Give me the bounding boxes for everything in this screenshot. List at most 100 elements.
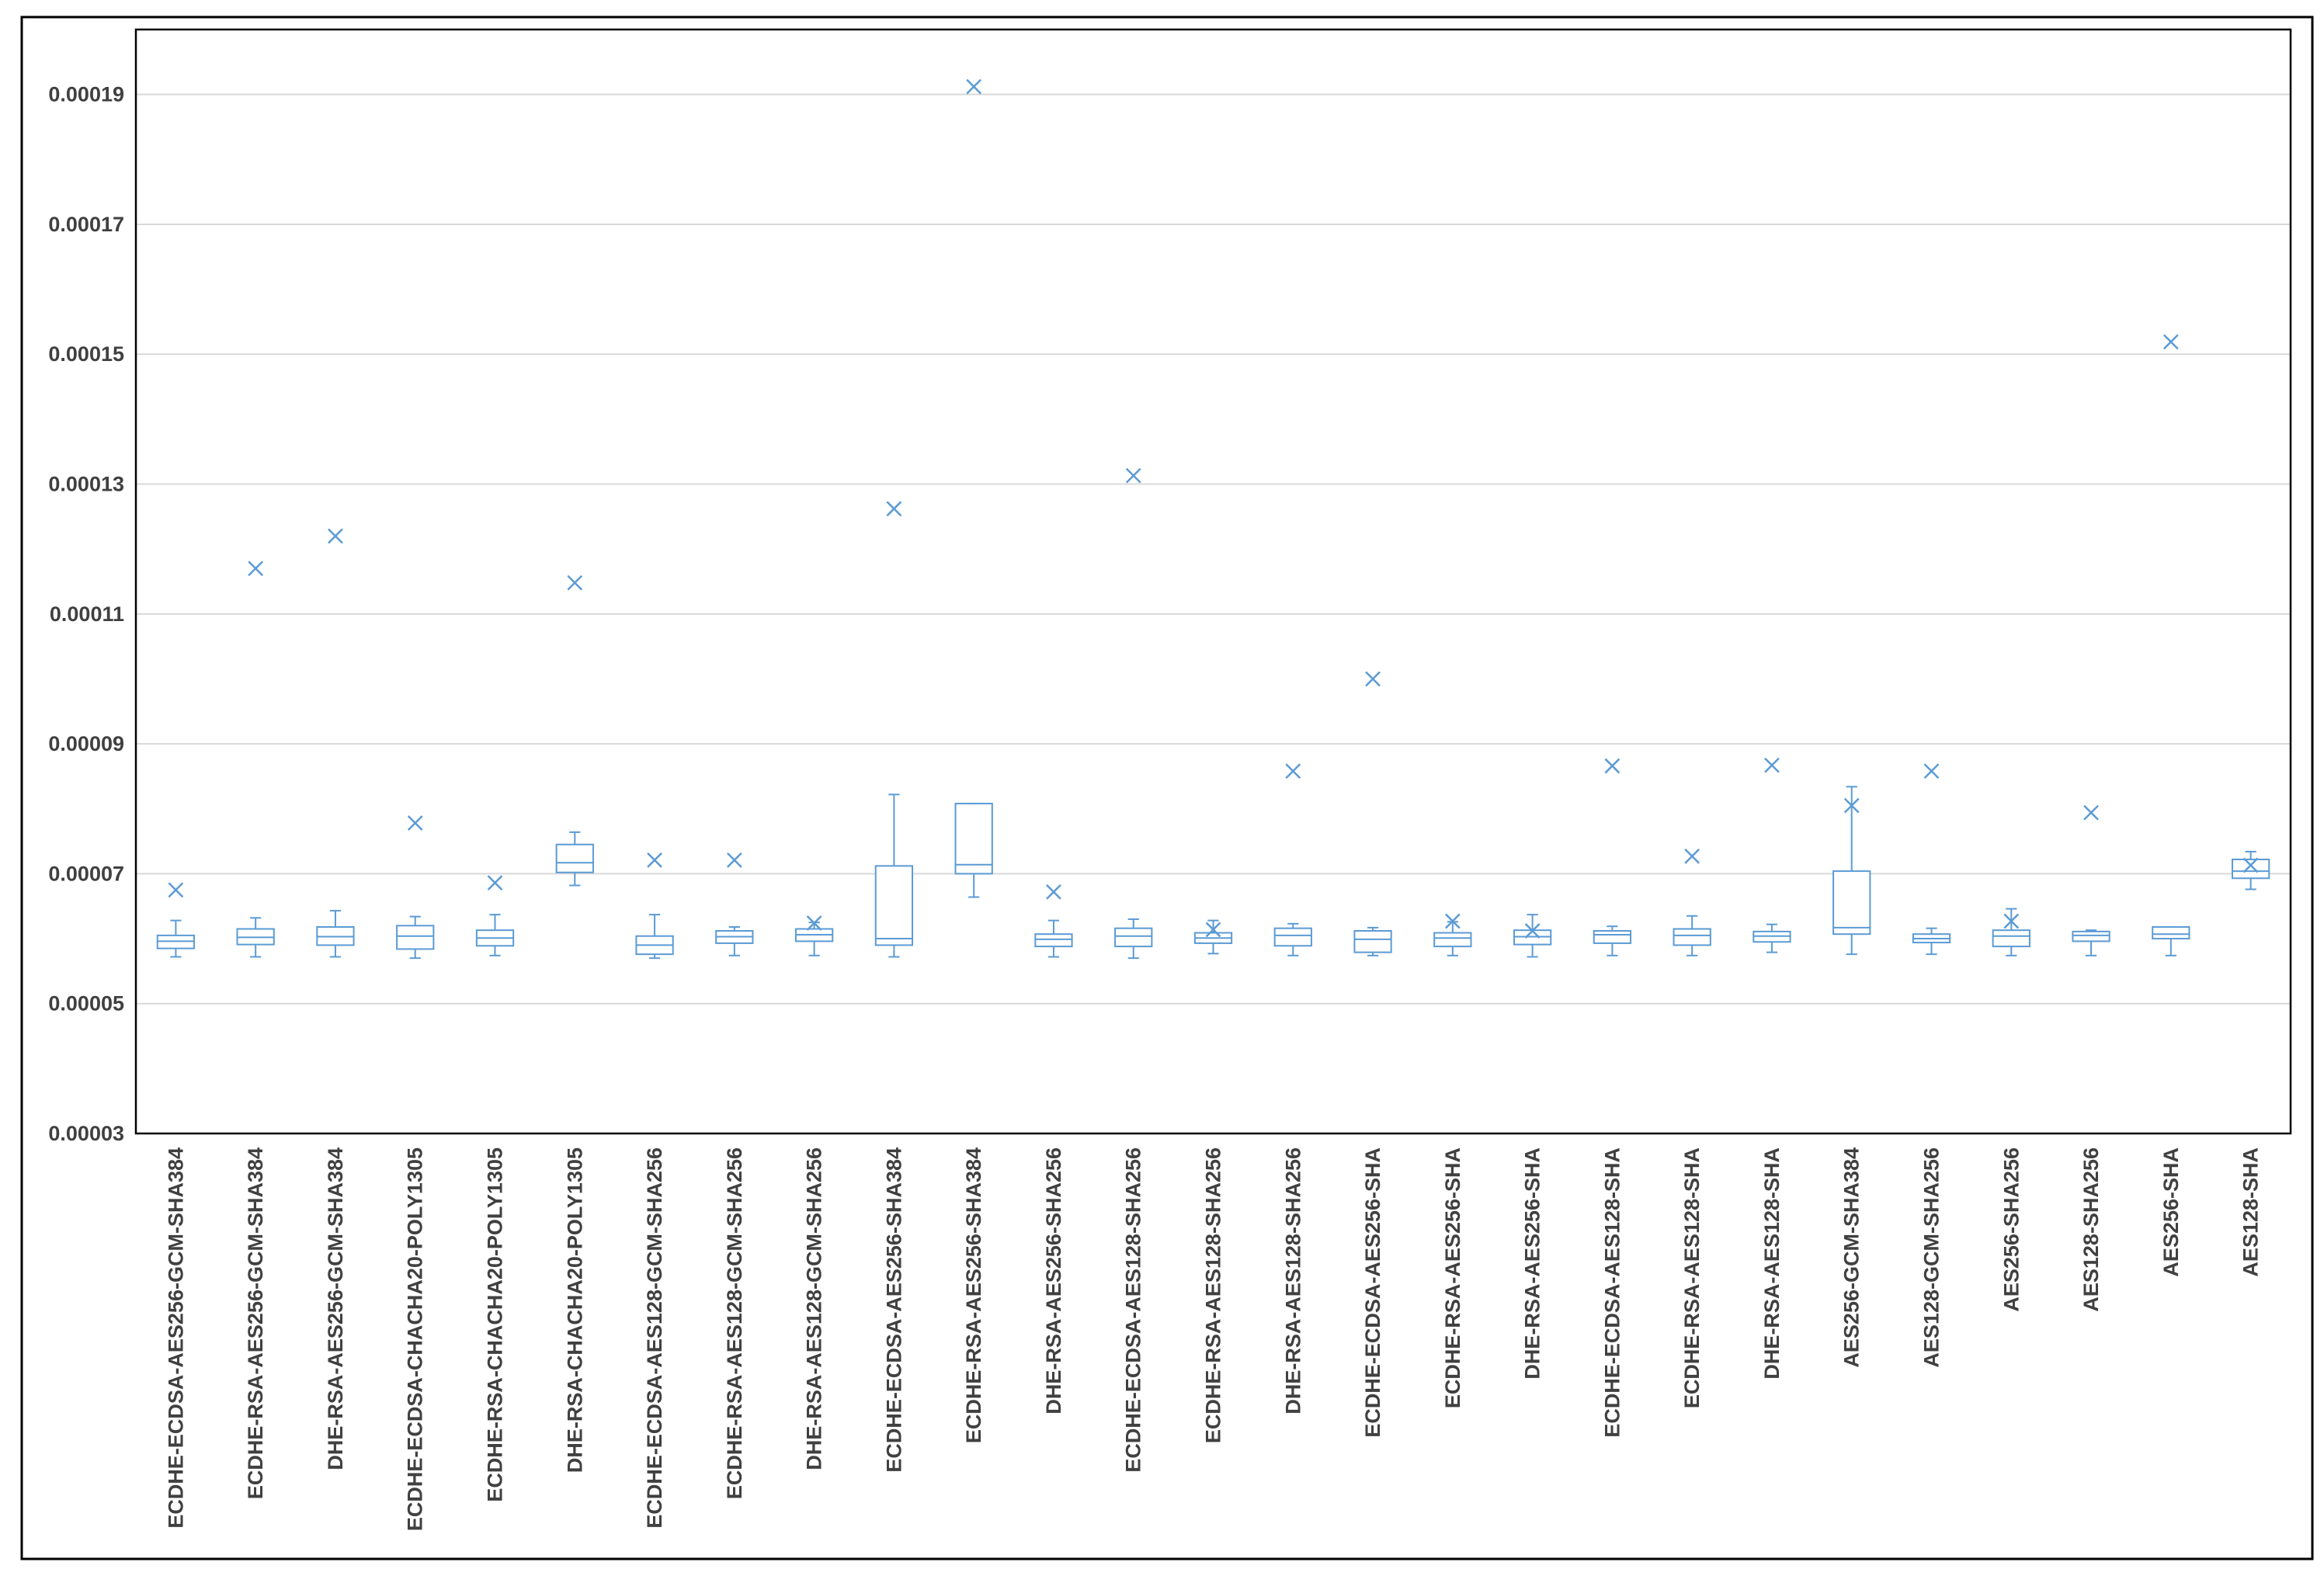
x-category-label: ECDHE-RSA-AES128-SHA <box>1680 1147 1704 1408</box>
iqr-box <box>1992 929 2030 948</box>
box-plot-item <box>1193 919 1233 955</box>
iqr-box <box>555 843 594 873</box>
iqr-box <box>1673 928 1711 946</box>
mean-marker <box>248 561 264 577</box>
y-tick-label: 0.00015 <box>48 342 124 366</box>
box-plot-item <box>2231 850 2270 890</box>
mean-marker <box>487 875 503 891</box>
iqr-box <box>2231 859 2270 880</box>
x-category-label: DHE-RSA-AES256-SHA256 <box>1042 1147 1065 1415</box>
x-category-label: AES256-SHA <box>2159 1147 2183 1277</box>
y-tick-label: 0.00009 <box>48 732 124 755</box>
x-category-label: DHE-RSA-AES128-SHA256 <box>1281 1147 1304 1415</box>
box-plot-item <box>156 882 196 958</box>
mean-marker <box>1923 763 1940 779</box>
x-category-label: DHE-RSA-AES128-SHA <box>1760 1147 1784 1380</box>
box-plot-item <box>1753 757 1791 953</box>
mean-marker <box>168 882 184 898</box>
mean-marker <box>1046 883 1061 900</box>
box-plot-item <box>1593 758 1632 956</box>
mean-marker <box>2083 804 2099 821</box>
iqr-box <box>1034 933 1073 948</box>
y-axis-tick-labels: 0.00003 0.00005 0.00007 0.00009 0.00011 0.000… <box>48 83 124 1145</box>
x-category-label: AES128-SHA256 <box>2079 1147 2103 1312</box>
x-category-label: DHE-RSA-AES256-GCM-SHA384 <box>324 1147 347 1470</box>
box-plot-item <box>475 875 515 956</box>
box-plot-item <box>236 561 275 958</box>
iqr-box <box>2152 926 2190 940</box>
mean-marker <box>647 852 662 868</box>
x-category-label: AES128-SHA <box>2239 1147 2263 1277</box>
mean-marker <box>1524 923 1541 939</box>
mean-marker <box>886 501 902 517</box>
box-plot-item <box>1513 914 1552 958</box>
mean-marker <box>2242 857 2259 873</box>
y-tick-label: 0.00013 <box>48 473 124 496</box>
mean-marker <box>567 575 583 591</box>
box-plot-item <box>1832 786 1871 956</box>
mean-marker <box>1365 671 1381 687</box>
box-plot-item <box>1912 763 1951 956</box>
box-plot-item <box>1034 883 1073 958</box>
iqr-box <box>1114 927 1153 948</box>
iqr-box <box>1273 927 1312 947</box>
iqr-box <box>1593 930 1632 944</box>
box-plot-item <box>2072 804 2110 956</box>
iqr-box <box>1433 932 1472 948</box>
iqr-box <box>954 803 993 875</box>
box-plot-item <box>635 852 674 960</box>
box-plot-item <box>874 501 914 958</box>
box-plot-item <box>555 575 594 887</box>
mean-marker <box>1285 763 1301 779</box>
box-plot-item <box>1114 467 1153 960</box>
y-tick-label: 0.00017 <box>48 213 124 236</box>
mean-marker <box>2003 913 2020 929</box>
x-category-label: DHE-RSA-AES256-SHA <box>1521 1147 1544 1380</box>
iqr-box <box>874 865 914 946</box>
x-category-label: DHE-RSA-AES128-GCM-SHA256 <box>803 1147 826 1470</box>
x-category-label: ECDHE-ECDSA-AES128-SHA256 <box>1122 1147 1145 1473</box>
box-plot-item <box>396 815 435 960</box>
y-tick-label: 0.00011 <box>50 602 124 626</box>
mean-marker <box>1843 797 1860 814</box>
box-plot-item <box>1673 848 1711 956</box>
x-category-label: ECDHE-RSA-AES256-SHA <box>1441 1147 1464 1408</box>
chart-outer-border <box>20 16 2314 1560</box>
box-plot-item <box>1273 763 1312 956</box>
y-tick-label: 0.00007 <box>48 862 124 885</box>
mean-marker <box>407 815 423 831</box>
mean-marker <box>1444 913 1461 929</box>
y-tick-label: 0.00019 <box>48 83 124 106</box>
y-tick-label: 0.00005 <box>48 992 124 1015</box>
iqr-box <box>1832 870 1871 936</box>
x-category-label: ECDHE-ECDSA-CHACHA20-POLY1305 <box>404 1147 427 1531</box>
y-tick-label: 0.00003 <box>48 1122 124 1145</box>
x-category-label: DHE-RSA-CHACHA20-POLY1305 <box>563 1147 586 1473</box>
mean-marker <box>806 915 822 931</box>
box-plot-item <box>316 528 355 958</box>
mean-marker <box>1764 757 1780 773</box>
x-category-label: AES256-GCM-SHA384 <box>1840 1147 1864 1368</box>
x-axis-category-labels: ECDHE-ECDSA-AES256-GCM-SHA384 ECDHE-RSA-A… <box>164 1147 2262 1531</box>
x-category-label: ECDHE-RSA-AES128-GCM-SHA256 <box>723 1147 746 1499</box>
x-category-label: ECDHE-ECDSA-AES128-SHA <box>1600 1147 1624 1438</box>
x-category-label: ECDHE-ECDSA-AES256-GCM-SHA384 <box>164 1147 187 1529</box>
box-plot-item <box>954 78 993 898</box>
box-plot-item <box>1433 913 1472 956</box>
iqr-box <box>2072 930 2110 942</box>
mean-marker <box>2162 334 2179 350</box>
mean-marker <box>726 852 742 868</box>
x-category-label: ECDHE-ECDSA-AES256-SHA <box>1361 1147 1384 1438</box>
x-category-label: AES128-GCM-SHA256 <box>1920 1147 1944 1368</box>
box-plot-item <box>2152 334 2190 956</box>
iqr-box <box>396 925 435 950</box>
x-category-label: ECDHE-RSA-CHACHA20-POLY1305 <box>484 1147 507 1502</box>
mean-marker <box>1205 922 1221 938</box>
x-category-label: AES256-SHA256 <box>1999 1147 2023 1312</box>
mean-marker <box>1604 758 1621 774</box>
mean-marker <box>1684 848 1700 864</box>
box-plot-item <box>1992 908 2030 956</box>
x-category-label: ECDHE-RSA-AES128-SHA256 <box>1202 1147 1225 1443</box>
